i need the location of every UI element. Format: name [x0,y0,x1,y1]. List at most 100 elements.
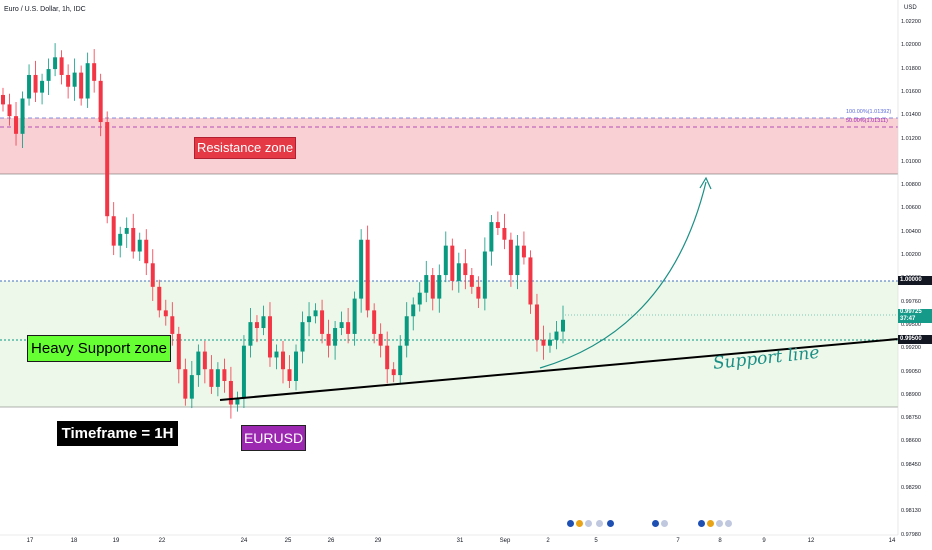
support-trendline [219,338,899,401]
us-flag-icon[interactable] [596,520,603,527]
candle-body [176,333,181,370]
candle-body [150,263,155,287]
event-icon[interactable] [576,520,583,527]
candle-body [307,316,312,323]
candle-body [157,286,162,311]
date-axis-label: 12 [807,538,815,544]
candle-body [248,322,253,346]
price-axis-label: 1.00600 [901,205,921,212]
candle-body [53,57,58,70]
date-axis-label: 14 [888,538,896,544]
us-flag-icon[interactable] [585,520,592,527]
eu-flag-icon[interactable] [567,520,574,527]
candles [1,43,565,419]
candle-body [85,63,90,99]
candle-body [378,333,383,346]
us-flag-icon[interactable] [661,520,668,527]
price-axis-label: 0.98600 [901,438,921,445]
candle-body [235,398,240,405]
candle-body [137,239,142,252]
candle-body [534,304,539,340]
price-axis-label: 1.01400 [901,112,921,119]
candle-body [20,98,25,134]
price-axis-label: 0.99760 [901,298,921,305]
eu-flag-icon[interactable] [607,520,614,527]
candle-body [417,292,422,305]
candle-body [287,369,292,381]
candle-body [313,310,318,317]
candle-body [124,227,129,234]
candle-body [261,316,266,329]
us-flag-icon[interactable] [725,520,732,527]
candle-body [476,286,481,299]
candle-body [372,310,377,334]
price-axis-label: 1.01200 [901,135,921,142]
candle-body [111,216,116,246]
candle-body [7,104,12,117]
date-axis-label: 7 [676,538,680,544]
candle-body [561,319,565,332]
candle-body [430,275,435,299]
candle-body [398,345,403,376]
price-axis-label: 0.98750 [901,415,921,422]
date-axis-label: 8 [718,538,722,544]
date-axis-label: 29 [374,538,382,544]
price-axis-label: 1.01000 [901,158,921,165]
candle-body [443,245,448,276]
candle-body [254,322,259,329]
candle-body [294,351,299,381]
event-icon[interactable] [707,520,714,527]
candle-body [365,239,370,311]
eu-flag-icon[interactable] [652,520,659,527]
us-flag-icon[interactable] [716,520,723,527]
candle-body [33,74,38,93]
candle-body [66,74,71,87]
candle-body [339,322,344,329]
candle-body [424,275,429,293]
price-axis-label: 1.00200 [901,252,921,258]
candle-body [333,328,338,346]
candle-body [554,331,559,340]
candle-body [456,263,461,281]
candle-body [267,316,272,358]
candle-body [411,304,416,317]
symbol-label: EURUSD [241,425,306,451]
price-axis-label: 1.02000 [901,42,921,49]
eu-flag-icon[interactable] [698,520,705,527]
price-axis-label: 0.99050 [901,368,921,375]
current-price-value: 0.99725 [900,309,922,315]
candle-body [92,63,97,81]
date-axis-label: 5 [594,538,598,544]
symbol-title: Euro / U.S. Dollar, 1h, IDC [4,6,86,13]
candle-body [274,351,279,358]
date-axis-label: 17 [26,538,34,544]
candle-body [14,116,19,134]
candle-body [189,375,194,399]
candle-body [541,339,546,346]
candle-body [508,239,513,276]
candle-body [46,69,51,81]
candle-body [281,351,285,370]
candle-body [300,322,305,352]
date-axis-label: 2 [546,538,550,544]
candle-body [352,298,357,334]
candle-body [196,351,201,376]
candle-body [469,275,474,287]
candle-body [547,339,552,346]
date-axis-label: Sep [499,538,511,544]
projection-arrowhead [699,176,712,190]
candle-body [1,94,5,105]
fib-50-label: 50.00%(1.01311) [846,118,888,124]
candle-body [79,72,84,99]
current-price-tag: 0.99725 37:47 [898,309,932,323]
date-axis-label: 19 [112,538,120,544]
candle-body [515,245,520,276]
timeframe-label: Timeframe = 1H [57,421,178,446]
price-axis-label: 1.00800 [901,182,921,189]
support-zone-label: Heavy Support zone [27,335,171,362]
price-axis-label: 0.99500 [901,321,921,328]
fib-100-label: 100.00%(1.01392) [846,109,892,115]
candle-body [209,369,214,387]
candle-body [521,245,526,258]
